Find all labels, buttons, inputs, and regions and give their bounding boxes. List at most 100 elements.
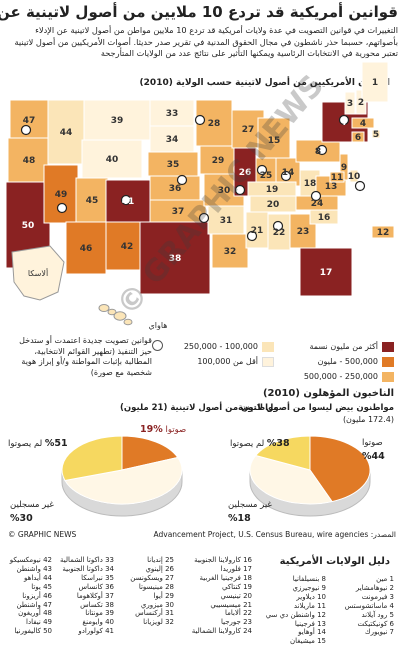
state-label-16: 16 [318, 213, 331, 223]
state-label-11: 11 [331, 173, 344, 183]
state-label-4: 4 [360, 119, 366, 129]
state-label-39: 39 [111, 116, 124, 126]
state-label-40: 40 [106, 155, 119, 165]
state-label-10: 10 [348, 172, 361, 182]
state-11 [329, 171, 345, 183]
guide-col-1: 1 مين 2 نيوهامشاير 3 فيرمونت 4 ماساتشوستس 5 … [344, 575, 394, 637]
state-label-50: 50 [22, 221, 35, 231]
state-label-26: 26 [239, 168, 252, 178]
legend-swatch-2 [382, 357, 394, 367]
law-marker-4 [176, 174, 188, 186]
hawaii-label: هاواي [148, 321, 167, 330]
state-label-38: 38 [169, 254, 182, 264]
guide-col-4: 25 إنديانا 26 إلينوي 27 ويسكونسن 28 مينيسوت… [130, 556, 174, 627]
law-marker-7 [256, 164, 268, 176]
credits: © GRAPHIC NEWS المصدر: Advancement Proje… [8, 530, 396, 539]
legend-label-5: أقل من 100,000 [197, 357, 258, 366]
state-label-49: 49 [55, 190, 68, 200]
state-label-34: 34 [166, 135, 179, 145]
state-label-3: 3 [347, 99, 353, 109]
alaska-shape [11, 245, 65, 301]
page-title: قوانين أمريكية قد تردع 10 ملايين من أصول… [0, 3, 398, 21]
us-map: 4748504944394045464142333435363738282930… [5, 61, 395, 330]
state-label-36: 36 [169, 184, 182, 194]
intro-text: التغييرات في قوانين التصويت في عدة ولايا… [14, 25, 398, 58]
state-40 [81, 139, 143, 179]
legend-label-2: 500,000 - مليون [317, 357, 378, 366]
state-1 [361, 61, 389, 103]
state-label-35: 35 [167, 160, 180, 170]
left-pie-title: مواطنون من أصول لاتينية (21 مليون) [120, 403, 279, 413]
state-label-22: 22 [273, 228, 286, 238]
hawaii-island-2 [107, 308, 117, 316]
state-label-21: 21 [251, 226, 264, 236]
state-14 [275, 157, 301, 187]
state-label-24: 24 [311, 199, 324, 209]
state-label-5: 5 [373, 130, 379, 140]
state-45 [75, 177, 109, 223]
state-38 [139, 221, 211, 295]
pie-left-slice-1 [121, 435, 179, 471]
state-label-9: 9 [341, 163, 347, 173]
state-49 [43, 164, 79, 224]
left-unreg-label: غير مسجلين [10, 500, 54, 510]
state-label-32: 32 [224, 247, 237, 257]
law-marker-2 [56, 202, 68, 214]
legend-swatch-5 [262, 357, 274, 367]
state-label-8: 8 [315, 147, 321, 157]
left-notvoted-label: %51 لم يصوتوا [8, 438, 68, 449]
legend-label-4: 100,000 - 250,000 [183, 342, 258, 351]
state-44 [47, 99, 85, 165]
state-label-7: 7 [342, 118, 348, 128]
state-label-20: 20 [267, 200, 280, 210]
guide-col-3: 16 كارولاينا الجنوبية 17 فلوريدا 18 فرجيني… [191, 556, 252, 636]
state-label-33: 33 [166, 109, 179, 119]
guide-col-6: 42 نيومكسيكو 43 واشنطن 44 أيداهو 45 يوتا 46 … [9, 556, 52, 636]
state-17 [299, 247, 353, 297]
right-voted-value: %44 [362, 451, 385, 462]
guide-col-2: 8 بنسيلفانيا 9 نيوجيرزي 10 ديلاوير 11 ماريل… [265, 575, 326, 646]
state-label-27: 27 [242, 125, 255, 135]
state-label-15: 15 [268, 136, 281, 146]
law-marker-10 [316, 144, 328, 156]
state-3 [344, 91, 356, 115]
state-label-45: 45 [86, 196, 99, 206]
law-note: قوانين تصويت جديدة اعتمدت أو ستدخل حيز ا… [19, 336, 152, 377]
pie-right-slice-3 [254, 435, 311, 471]
right-voted-label: صوتوا [362, 438, 383, 448]
state-label-1: 1 [372, 78, 378, 88]
voters-title: الناخبون المؤهلون (2010) [262, 388, 394, 399]
hawaii-island-3 [113, 311, 127, 321]
right-pie-total: (172.4 مليون) [342, 415, 394, 424]
state-15 [257, 117, 291, 163]
state-32 [211, 233, 249, 269]
state-label-17: 17 [320, 268, 333, 278]
law-marker-3 [120, 194, 132, 206]
state-10 [349, 169, 359, 183]
state-4 [351, 117, 375, 129]
brand-credit: © GRAPHIC NEWS [8, 530, 77, 539]
state-5 [371, 129, 381, 139]
law-marker-12 [354, 180, 366, 192]
state-label-31: 31 [220, 216, 233, 226]
state-label-6: 6 [355, 133, 361, 143]
legend-label-3: 250,000 - 500,000 [303, 372, 378, 381]
state-label-14: 14 [282, 168, 295, 178]
state-label-23: 23 [297, 227, 310, 237]
legend-label-1: أكثر من مليون نسمة [309, 342, 379, 351]
state-label-29: 29 [212, 156, 225, 166]
law-marker-1 [20, 124, 32, 136]
state-label-18: 18 [304, 179, 317, 189]
law-marker-11 [338, 114, 350, 126]
pie-left-slice-3 [61, 435, 123, 482]
legend-swatch-3 [382, 372, 394, 382]
state-19 [247, 181, 297, 197]
hawaii-island-1 [98, 304, 110, 312]
legend-swatch-1 [382, 342, 394, 352]
right-notvoted-label: %38 لم يصوتوا [230, 438, 290, 449]
law-marker-5 [194, 114, 206, 126]
law-marker-14 [272, 220, 284, 232]
pie-right-slice-1 [309, 435, 371, 503]
state-48 [7, 137, 51, 183]
